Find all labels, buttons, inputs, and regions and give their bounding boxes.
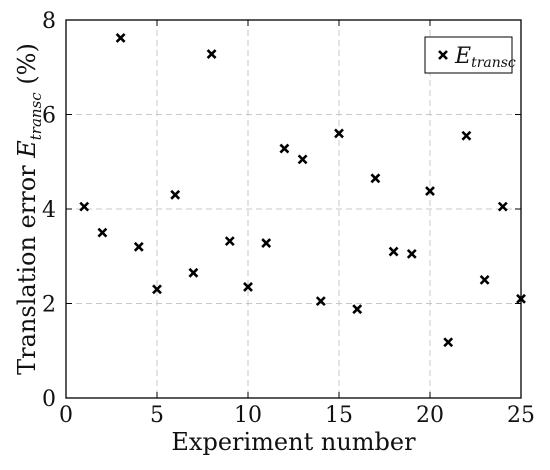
data-point <box>406 248 417 259</box>
data-point <box>279 143 290 154</box>
data-point <box>297 154 308 165</box>
legend-label-var: E <box>454 44 471 69</box>
x-tick-label: 10 <box>234 403 262 428</box>
data-point <box>334 128 344 139</box>
y-tick-label: 2 <box>42 293 56 318</box>
y-tick-label: 6 <box>42 104 56 129</box>
data-point <box>133 241 144 252</box>
y-axis-title-prefix: Translation error <box>13 158 41 375</box>
data-point <box>497 201 508 212</box>
y-tick-label: 8 <box>42 9 56 34</box>
plot-frame <box>65 19 522 399</box>
data-point <box>224 236 235 247</box>
data-point <box>425 186 435 196</box>
data-point <box>115 33 126 43</box>
data-point <box>152 284 162 295</box>
x-tick-label: 25 <box>507 403 535 428</box>
data-point <box>516 293 526 304</box>
legend-label-sub: transc <box>471 55 516 71</box>
axis-ticks: 0 5 10 15 20 25 0 2 4 6 8 <box>42 9 535 428</box>
data-point <box>388 246 399 257</box>
data-point <box>370 173 381 184</box>
y-tick-label: 4 <box>42 198 56 223</box>
x-axis-title: Experiment number <box>171 428 416 456</box>
y-axis-title: Translation error Etransc (%) <box>13 43 45 375</box>
data-points <box>79 33 526 348</box>
legend: Etransc <box>424 36 516 74</box>
legend-label: Etransc <box>454 44 516 71</box>
y-axis-title-var: E <box>13 140 41 159</box>
legend-marker-x <box>438 50 448 60</box>
x-tick-label: 0 <box>59 403 73 428</box>
grid-lines <box>66 20 521 398</box>
data-point <box>479 274 490 285</box>
data-point <box>206 49 217 59</box>
x-tick-label: 20 <box>416 403 444 428</box>
data-point <box>79 201 90 212</box>
data-point <box>188 267 199 278</box>
data-point <box>443 337 454 348</box>
data-point <box>315 296 326 307</box>
data-point <box>461 130 472 141</box>
data-point <box>170 189 181 200</box>
y-axis-title-suffix: (%) <box>13 43 41 92</box>
y-tick-label: 0 <box>42 387 56 412</box>
y-axis-title-sub: transc <box>27 92 45 140</box>
x-tick-label: 5 <box>150 403 164 428</box>
legend-box <box>424 36 513 74</box>
legend-marker-glyph <box>438 50 448 60</box>
data-point <box>261 238 272 248</box>
data-point <box>97 227 108 238</box>
x-tick-label: 15 <box>325 403 353 428</box>
data-point <box>352 304 363 315</box>
data-point <box>243 282 253 292</box>
